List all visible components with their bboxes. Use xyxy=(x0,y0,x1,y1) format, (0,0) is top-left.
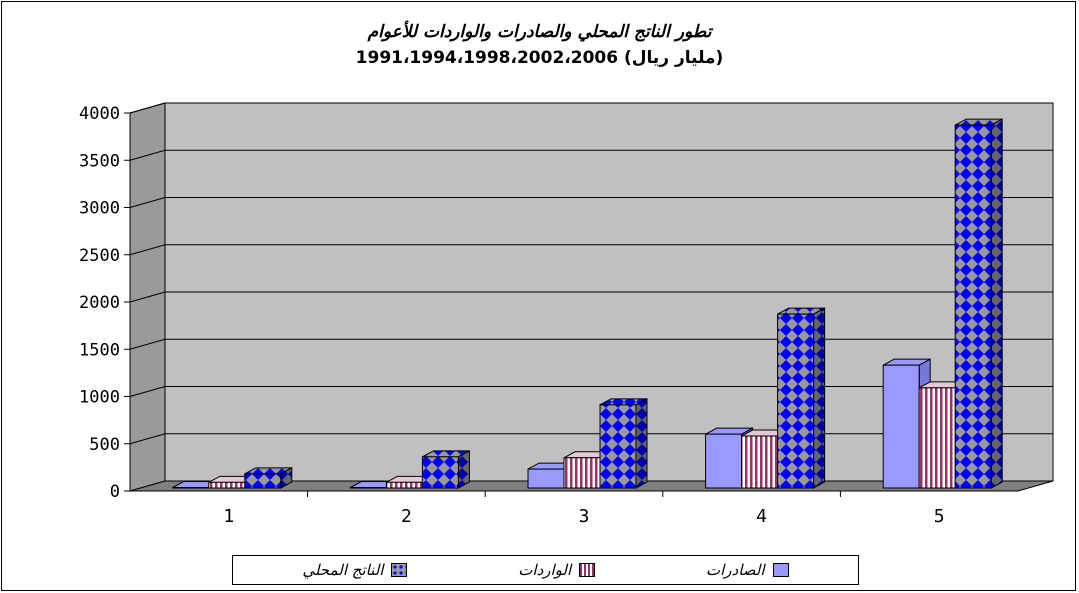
legend-label: ﺍﻟﻮﺍﺭﺩﺍﺕ xyxy=(518,561,572,579)
y-tick-label: 500 xyxy=(89,435,120,455)
y-tick-label: 2500 xyxy=(79,246,120,266)
bar-1-1 xyxy=(172,487,210,489)
legend-item: ﺍﻟﺼﺎﺩﺭﺍﺕ xyxy=(706,561,789,579)
legend-label: ﺍﻟﻨﺎﺗﺞ ﺍﻟﻤﺤﻠﻲ xyxy=(302,561,384,579)
bar-1-3 xyxy=(527,468,565,489)
bar-chart: 0 500 1000 1500 2000 2500 3000 3500 4000 1 2 3 4 5 xyxy=(79,102,1054,527)
bar-1-5 xyxy=(882,364,920,489)
gridline-side xyxy=(129,244,166,256)
y-tick-label: 1500 xyxy=(79,340,120,360)
chart-subtitle: 1991،1994،1998،2002،2006 (ﻣﻠﻴﺎﺭ ﺭﻳﺎﻝ) xyxy=(355,48,724,68)
chart-title: ﺗﻄﻮﺭ ﺍﻟﻨﺎﺗﺞ ﺍﻟﻤﺤﻠﻲ ﻭﺍﻟﺼﺎﺩﺭﺍﺕ ﻭﺍﻟﻮﺍﺭﺩﺍﺕ ﻟ… xyxy=(367,22,712,42)
gridline-side xyxy=(129,291,166,303)
x-tick-label: 5 xyxy=(934,506,945,527)
gridline-side xyxy=(129,149,166,161)
y-tick-label: 0 xyxy=(110,482,120,502)
x-tick-label: 2 xyxy=(401,506,412,527)
bar-side xyxy=(990,118,1003,489)
bar-1-2 xyxy=(349,487,387,489)
gridline-side xyxy=(129,197,166,208)
legend-label: ﺍﻟﺼﺎﺩﺭﺍﺕ xyxy=(706,561,765,579)
bar-3-5 xyxy=(954,124,992,489)
bar-3-4 xyxy=(777,313,815,489)
bar-side xyxy=(813,307,826,489)
x-tick-label: 4 xyxy=(756,506,767,527)
bar-2-4 xyxy=(741,435,779,489)
bar-2-3 xyxy=(563,457,601,489)
y-tick-label: 4000 xyxy=(79,104,120,124)
legend-item: ﺍﻟﻮﺍﺭﺩﺍﺕ xyxy=(518,561,596,579)
bar-2-5 xyxy=(918,387,956,489)
bar-side xyxy=(635,397,648,489)
bar-2-1 xyxy=(208,481,246,489)
chart-legend: ﺍﻟﻨﺎﺗﺞ ﺍﻟﻤﺤﻠﻲ ﺍﻟﻮﺍﺭﺩﺍﺕ ﺍﻟﺼﺎﺩﺭﺍﺕ xyxy=(232,555,859,585)
y-tick-label: 2000 xyxy=(79,293,120,313)
bar-side xyxy=(457,449,470,489)
bar-3-2 xyxy=(421,456,459,489)
bar-3-1 xyxy=(244,473,282,489)
gridline-side xyxy=(129,102,166,114)
bar-3-3 xyxy=(599,404,637,489)
legend-swatch xyxy=(772,563,789,577)
gridline-side xyxy=(129,433,166,445)
gridline-side xyxy=(129,338,166,350)
legend-swatch xyxy=(579,563,596,577)
bar-1-4 xyxy=(705,433,743,489)
y-tick-label: 1000 xyxy=(79,388,120,408)
y-tick-label: 3000 xyxy=(79,199,120,219)
x-tick-label: 1 xyxy=(223,506,234,527)
y-tick-label: 3500 xyxy=(79,151,120,171)
legend-item: ﺍﻟﻨﺎﺗﺞ ﺍﻟﻤﺤﻠﻲ xyxy=(302,561,408,579)
x-tick-label: 3 xyxy=(579,506,590,527)
legend-swatch xyxy=(391,563,408,577)
bar-2-2 xyxy=(385,481,423,489)
gridline-side xyxy=(129,386,166,397)
